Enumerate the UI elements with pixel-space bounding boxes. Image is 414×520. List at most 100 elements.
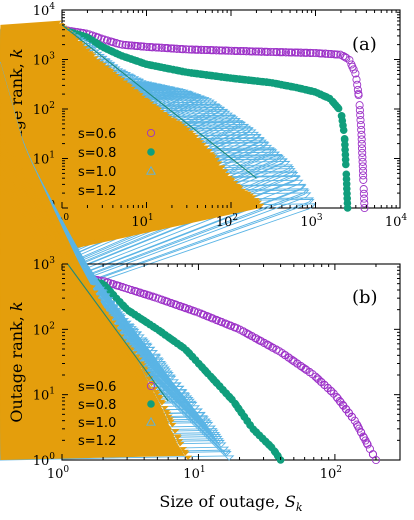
x-tick-label: 104 bbox=[385, 213, 408, 230]
data-point bbox=[343, 199, 352, 207]
panel-b-series-group bbox=[0, 61, 381, 465]
y-tick-label: 102 bbox=[33, 101, 55, 118]
data-point bbox=[286, 48, 296, 57]
data-point bbox=[274, 452, 282, 461]
data-point bbox=[355, 106, 364, 115]
data-point bbox=[243, 329, 252, 338]
data-point bbox=[356, 116, 365, 125]
data-point bbox=[355, 424, 364, 433]
data-point bbox=[212, 316, 221, 325]
data-point bbox=[180, 303, 189, 312]
data-point bbox=[247, 47, 256, 56]
data-point bbox=[127, 41, 136, 50]
data-point bbox=[288, 356, 298, 365]
data-point bbox=[181, 45, 191, 54]
data-point bbox=[301, 365, 310, 374]
data-point bbox=[353, 85, 362, 94]
data-point bbox=[221, 319, 230, 328]
data-point bbox=[217, 317, 226, 326]
data-point bbox=[147, 43, 156, 52]
y-tick-label: 103 bbox=[33, 52, 56, 69]
panel-b-y-label-var: k bbox=[7, 301, 26, 311]
data-point bbox=[363, 440, 372, 449]
x-label-sub: k bbox=[296, 501, 303, 514]
data-point bbox=[197, 45, 206, 54]
data-point bbox=[359, 175, 368, 184]
data-point bbox=[307, 87, 315, 95]
data-point bbox=[142, 42, 151, 51]
data-point bbox=[157, 43, 166, 52]
legend-marker bbox=[147, 148, 155, 156]
data-point bbox=[178, 67, 187, 76]
data-point bbox=[107, 37, 116, 46]
data-point bbox=[355, 101, 364, 110]
panel-b-y-axis-label: Outage rank, k bbox=[7, 301, 26, 422]
data-point bbox=[280, 350, 289, 359]
data-point bbox=[157, 295, 166, 304]
data-point bbox=[262, 47, 271, 56]
data-point bbox=[349, 65, 358, 74]
data-point bbox=[172, 44, 181, 53]
data-point bbox=[144, 291, 153, 300]
data-point bbox=[352, 75, 361, 84]
data-point bbox=[109, 290, 117, 299]
data-point bbox=[266, 47, 275, 56]
data-point bbox=[222, 73, 230, 82]
data-point bbox=[127, 285, 136, 295]
data-point bbox=[360, 199, 369, 208]
data-point bbox=[342, 160, 350, 169]
data-point bbox=[118, 40, 127, 49]
data-point bbox=[357, 139, 366, 148]
legend-label: s=0.6 bbox=[78, 380, 116, 395]
data-point bbox=[227, 46, 236, 55]
data-point bbox=[207, 46, 216, 55]
data-point bbox=[132, 41, 141, 51]
x-axis-label: Size of outage, Sk bbox=[159, 492, 302, 514]
data-point bbox=[301, 48, 310, 57]
data-point bbox=[339, 126, 348, 134]
data-point bbox=[368, 450, 377, 459]
panel-a-label: (a) bbox=[352, 34, 377, 55]
data-point bbox=[356, 111, 365, 120]
y-tick-label: 101 bbox=[33, 151, 55, 168]
legend-marker bbox=[146, 128, 156, 138]
data-point bbox=[293, 359, 302, 368]
data-point bbox=[137, 58, 146, 67]
x-tick-label: 101 bbox=[131, 213, 153, 230]
power-law-fit-line bbox=[67, 263, 169, 402]
data-point bbox=[149, 323, 158, 331]
panel-a-legend: s=0.6 s=0.8 s=1.0 s=1.2 bbox=[78, 127, 156, 199]
data-point bbox=[247, 332, 256, 341]
legend-item: s=0.8 bbox=[78, 398, 155, 413]
data-point bbox=[354, 91, 363, 100]
data-point bbox=[202, 45, 211, 55]
data-point bbox=[171, 300, 180, 309]
data-point bbox=[237, 47, 246, 56]
data-point bbox=[198, 310, 208, 319]
data-point bbox=[306, 48, 315, 57]
data-point bbox=[327, 387, 336, 396]
data-point bbox=[203, 312, 212, 321]
data-point bbox=[176, 302, 185, 311]
legend-item: s=1.2 bbox=[78, 184, 156, 199]
x-tick-label: 101 bbox=[183, 465, 205, 482]
data-point bbox=[358, 166, 368, 175]
data-point bbox=[359, 185, 368, 194]
data-point bbox=[358, 148, 367, 157]
legend-item: s=0.6 bbox=[78, 380, 156, 395]
data-point bbox=[263, 78, 271, 86]
data-point bbox=[265, 441, 274, 450]
data-point bbox=[358, 162, 367, 171]
data-point bbox=[311, 372, 320, 381]
data-point bbox=[281, 48, 291, 57]
data-point bbox=[242, 47, 251, 56]
panel-b-y-label-prefix: Outage rank, bbox=[7, 311, 26, 423]
data-point bbox=[212, 46, 221, 55]
data-point bbox=[352, 420, 362, 429]
y-tick-label: 103 bbox=[33, 256, 56, 273]
data-point bbox=[112, 49, 121, 58]
data-point bbox=[264, 341, 273, 350]
data-point bbox=[226, 321, 235, 330]
data-point bbox=[358, 157, 367, 166]
